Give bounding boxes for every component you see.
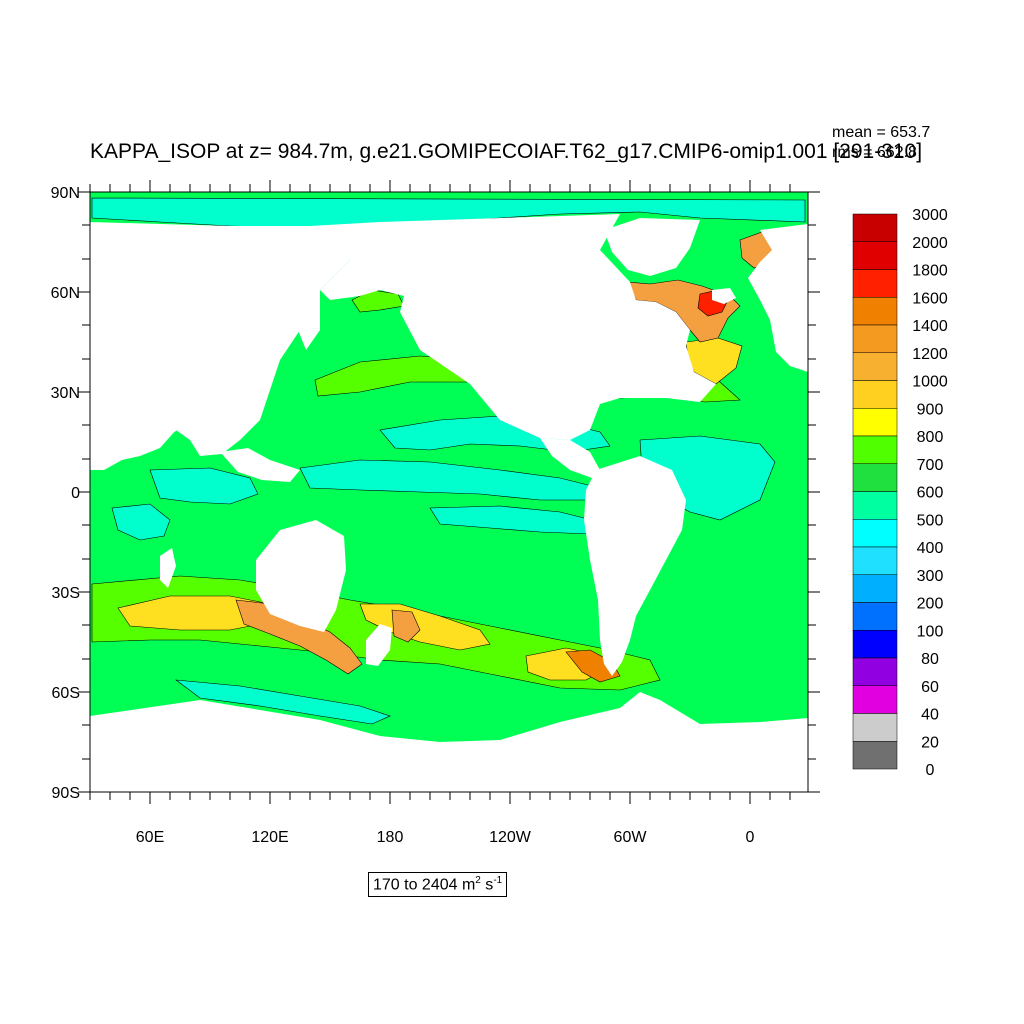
madagascar-land: [160, 548, 176, 588]
kamchatka-land: [298, 290, 320, 350]
colorbar-label: 3000: [912, 207, 948, 224]
colorbar-label: 1200: [912, 346, 948, 363]
indian-subcontinent-land: [130, 370, 190, 434]
y-tick-label: 0: [71, 485, 80, 502]
australia-land: [256, 520, 346, 632]
colorbar-label: 1600: [912, 290, 948, 307]
colorbar-label: 2000: [912, 235, 948, 252]
colorbar-label: 0: [926, 762, 935, 779]
colorbar-box: [852, 519, 898, 548]
colorbar-label: 1800: [912, 263, 948, 280]
colorbar-labels: 3000200018001600140012001000900800700600…: [912, 207, 948, 779]
colorbar-label: 60: [921, 679, 939, 696]
y-axis-labels: 90N 60N 30N 0 30S 60S 90S: [51, 185, 80, 802]
x-tick-label: 120E: [251, 829, 288, 846]
maritime-continent-land: [220, 448, 300, 482]
colorbar-box: [852, 713, 898, 742]
y-tick-label: 90S: [52, 785, 80, 802]
colorbar-box: [852, 241, 898, 270]
equatorial-indian-low-region: [149, 467, 259, 505]
range-text: 170 to 2404 m: [373, 876, 476, 894]
range-unit-exponent-2: -1: [493, 875, 503, 886]
range-unit-mid: s: [480, 876, 494, 894]
colorbar-box: [852, 213, 898, 242]
colorbar-box: [852, 657, 898, 686]
colorbar-label: 200: [917, 596, 944, 613]
colorbar-label: 100: [917, 623, 944, 640]
map-area: [90, 192, 808, 792]
antarctic-margin-low-region: [174, 679, 391, 725]
x-axis-labels: 60E 120E 180 120W 60W 0: [136, 829, 755, 846]
x-tick-label: 0: [746, 829, 755, 846]
colorbar-label: 900: [917, 401, 944, 418]
antarctica-land: [90, 692, 808, 792]
colorbar-label: 300: [917, 568, 944, 585]
colorbar-box: [852, 546, 898, 575]
rms-value: rms = 662.8: [832, 144, 917, 161]
south-america-land: [584, 456, 686, 676]
x-tick-label: 60W: [614, 829, 648, 846]
colorbar-box: [852, 602, 898, 631]
colorbar-label: 20: [921, 734, 939, 751]
y-tick-label: 30N: [51, 385, 80, 402]
colorbar-box: [852, 741, 898, 770]
colorbar-label: 80: [921, 651, 939, 668]
central-america-land: [540, 438, 600, 478]
colorbar-box: [852, 463, 898, 492]
colorbar-box: [852, 491, 898, 520]
x-tick-label: 120W: [489, 829, 532, 846]
colorbar-label: 1000: [912, 374, 948, 391]
colorbar-box: [852, 324, 898, 353]
colorbar-box: [852, 630, 898, 659]
colorbar-box: [852, 352, 898, 381]
colorbar-label: 500: [917, 512, 944, 529]
colorbar-box: [852, 380, 898, 409]
x-tick-label: 60E: [136, 829, 164, 846]
colorbar-label: 1400: [912, 318, 948, 335]
colorbar: [852, 213, 898, 770]
southern-ocean-orange-central: [391, 609, 421, 643]
north-america-land: [320, 214, 716, 440]
colorbar-box: [852, 297, 898, 326]
iceland-land: [712, 288, 736, 304]
greenland-land: [604, 218, 700, 276]
mean-value: mean = 653.7: [832, 124, 931, 141]
colorbar-label: 40: [921, 707, 939, 724]
colorbar-label: 600: [917, 485, 944, 502]
colorbar-box: [852, 408, 898, 437]
europe-land: [748, 224, 808, 372]
colorbar-box: [852, 574, 898, 603]
western-indian-low-region: [111, 503, 171, 541]
map-title: KAPPA_ISOP at z= 984.7m, g.e21.GOMIPECOI…: [90, 140, 923, 163]
colorbar-box: [852, 435, 898, 464]
y-tick-label: 90N: [51, 185, 80, 202]
colorbar-label: 800: [917, 429, 944, 446]
southern-ocean-orange-east: [565, 649, 621, 683]
colorbar-box: [852, 269, 898, 298]
range-unit-exponent-1: 2: [475, 875, 481, 886]
y-tick-label: 60S: [52, 685, 80, 702]
x-tick-label: 180: [377, 829, 404, 846]
y-tick-label: 60N: [51, 285, 80, 302]
colorbar-label: 700: [917, 457, 944, 474]
colorbar-box: [852, 685, 898, 714]
axis-ticks: [78, 180, 820, 804]
y-tick-label: 30S: [52, 585, 80, 602]
new-zealand-land: [366, 624, 392, 666]
value-range-box: 170 to 2404 m2 s-1: [368, 872, 508, 898]
colorbar-label: 400: [917, 540, 944, 557]
